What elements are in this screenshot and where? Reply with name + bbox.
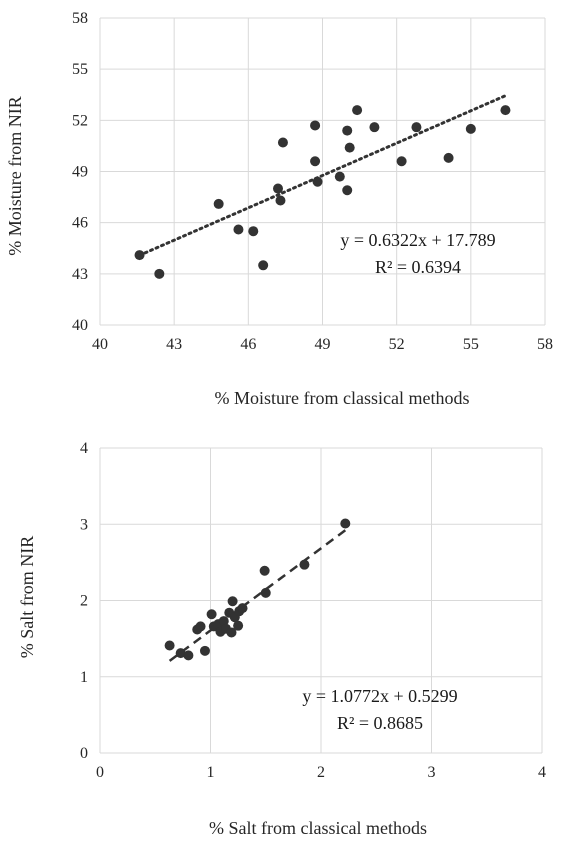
moisture-data-point xyxy=(312,176,323,187)
salt-y-tick-label: 0 xyxy=(80,745,88,762)
salt-data-point xyxy=(199,645,210,656)
moisture-data-point xyxy=(248,226,259,237)
moisture-y-tick-label: 52 xyxy=(72,112,88,129)
moisture-data-point xyxy=(344,142,355,153)
moisture-data-point xyxy=(213,198,224,209)
moisture-data-point xyxy=(273,183,283,194)
salt-x-tick-label: 1 xyxy=(207,764,215,781)
moisture-data-point xyxy=(334,171,345,182)
moisture-data-point xyxy=(342,185,353,196)
moisture-data-point xyxy=(134,250,145,261)
moisture-data-point xyxy=(310,156,321,167)
salt-data-point xyxy=(259,565,270,576)
salt-data-point xyxy=(226,627,237,638)
salt-data-point xyxy=(195,621,206,632)
moisture-y-tick-label: 46 xyxy=(72,215,88,232)
salt-y-axis-label: % Salt from NIR xyxy=(17,536,37,658)
moisture-x-axis-label: % Moisture from classical methods xyxy=(215,388,470,408)
moisture-data-point xyxy=(396,156,407,167)
moisture-data-point xyxy=(310,120,321,131)
salt-y-tick-label: 2 xyxy=(80,593,88,610)
moisture-x-tick-label: 46 xyxy=(240,336,256,353)
moisture-data-point xyxy=(500,105,511,116)
moisture-x-tick-label: 55 xyxy=(463,336,479,353)
salt-data-point xyxy=(164,640,175,651)
moisture-y-tick-label: 55 xyxy=(72,61,88,78)
moisture-trendline xyxy=(138,94,507,257)
salt-data-point xyxy=(260,587,271,598)
moisture-chart: 40 43 46 49 52 55 58 40 43 46 49 52 55 58 y = 0.6322x… xyxy=(5,10,553,408)
salt-data-point xyxy=(340,518,351,529)
salt-trendline xyxy=(168,529,347,662)
salt-data-point xyxy=(206,609,217,620)
moisture-data-point xyxy=(275,195,286,206)
salt-y-tick-label: 3 xyxy=(80,516,88,533)
moisture-r2: R² = 0.6394 xyxy=(375,257,461,277)
moisture-x-tick-label: 40 xyxy=(92,336,108,353)
moisture-y-tick-label: 40 xyxy=(72,317,88,334)
salt-data-point xyxy=(175,648,186,659)
salt-r2: R² = 0.8685 xyxy=(337,713,423,733)
salt-x-tick-label: 2 xyxy=(317,764,325,781)
salt-data-point xyxy=(233,620,244,631)
moisture-data-point xyxy=(411,122,422,133)
moisture-data-point xyxy=(154,268,165,279)
salt-chart: 0 1 2 3 4 0 1 2 3 4 y = 1.0772x + 0.5299 R² = 0.8… xyxy=(17,440,546,838)
moisture-x-tick-label: 49 xyxy=(315,336,331,353)
salt-data-point xyxy=(183,650,194,661)
salt-data-point xyxy=(299,559,310,570)
moisture-y-axis-label: % Moisture from NIR xyxy=(5,96,25,255)
moisture-data-point xyxy=(342,125,353,136)
moisture-x-tick-label: 58 xyxy=(537,336,553,353)
moisture-y-tick-label: 58 xyxy=(72,10,88,27)
salt-equation: y = 1.0772x + 0.5299 xyxy=(302,686,457,706)
salt-y-tick-label: 1 xyxy=(80,669,88,686)
moisture-equation: y = 0.6322x + 17.789 xyxy=(340,230,495,250)
salt-x-tick-label: 0 xyxy=(96,764,104,781)
moisture-x-tick-label: 52 xyxy=(389,336,405,353)
moisture-data-point xyxy=(443,152,454,163)
moisture-x-tick-label: 43 xyxy=(166,336,182,353)
moisture-data-point xyxy=(277,137,288,148)
moisture-data-point xyxy=(258,260,269,271)
salt-data-point xyxy=(237,603,248,614)
salt-y-tick-label: 4 xyxy=(80,440,88,457)
moisture-y-tick-label: 43 xyxy=(72,266,88,283)
moisture-data-point xyxy=(465,123,476,134)
moisture-y-tick-label: 49 xyxy=(72,164,88,181)
salt-data-point xyxy=(227,596,238,607)
salt-x-axis-label: % Salt from classical methods xyxy=(209,818,427,838)
moisture-data-point xyxy=(369,122,380,133)
salt-x-tick-label: 3 xyxy=(428,764,436,781)
moisture-data-point xyxy=(352,105,363,116)
salt-x-tick-label: 4 xyxy=(538,764,546,781)
salt-data-point xyxy=(218,616,229,627)
moisture-data-point xyxy=(233,224,244,235)
